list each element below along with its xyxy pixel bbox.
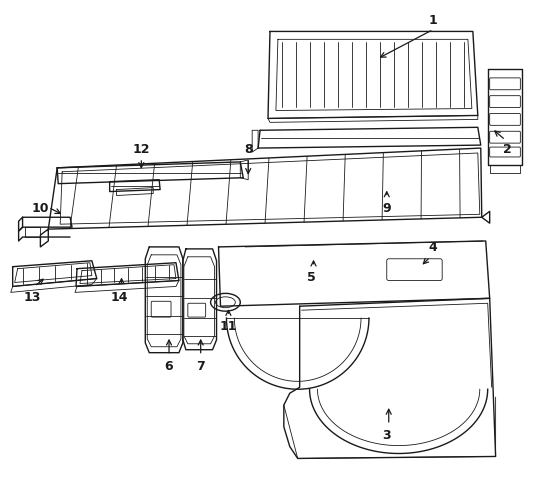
FancyBboxPatch shape <box>490 114 520 126</box>
FancyBboxPatch shape <box>490 148 520 157</box>
Ellipse shape <box>215 297 235 308</box>
Text: 14: 14 <box>111 290 128 303</box>
Ellipse shape <box>211 294 240 312</box>
FancyBboxPatch shape <box>188 304 206 317</box>
Text: 5: 5 <box>307 271 316 284</box>
FancyBboxPatch shape <box>387 259 442 281</box>
FancyBboxPatch shape <box>490 96 520 108</box>
Text: 7: 7 <box>196 359 205 372</box>
FancyBboxPatch shape <box>490 79 520 91</box>
FancyBboxPatch shape <box>490 132 520 144</box>
Text: 9: 9 <box>383 202 391 215</box>
Text: 2: 2 <box>503 142 512 155</box>
Text: 11: 11 <box>220 320 237 333</box>
Text: 1: 1 <box>429 14 438 27</box>
Text: 3: 3 <box>383 428 391 441</box>
Text: 13: 13 <box>24 290 41 303</box>
FancyBboxPatch shape <box>151 301 171 317</box>
Text: 10: 10 <box>32 202 49 215</box>
Text: 12: 12 <box>132 142 150 155</box>
Text: 8: 8 <box>244 142 252 155</box>
Text: 4: 4 <box>429 241 438 254</box>
Text: 6: 6 <box>165 359 173 372</box>
